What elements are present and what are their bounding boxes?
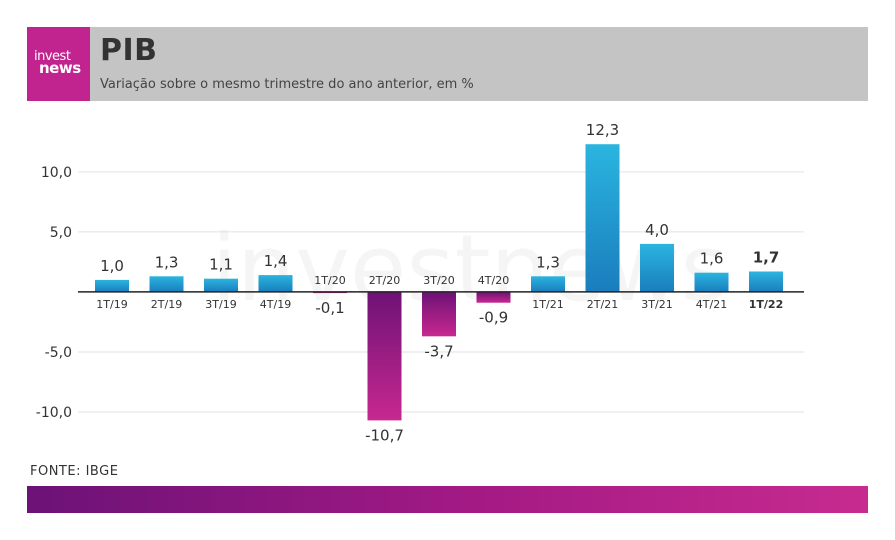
x-tick-label: 1T/21 (532, 298, 563, 311)
bar-4t-21 (694, 272, 729, 292)
bar-1t-19 (95, 279, 129, 292)
bar-4t-19 (258, 275, 293, 292)
x-tick-label: 2T/19 (151, 298, 182, 311)
bar-3t-19 (204, 278, 238, 292)
x-tick-label: 2T/21 (587, 298, 618, 311)
bar-1t-21 (531, 276, 565, 292)
x-tick-label: 4T/20 (478, 274, 509, 287)
x-tick-label: 3T/21 (641, 298, 672, 311)
data-label: -10,7 (365, 426, 404, 444)
chart-title: PIB (100, 33, 158, 68)
data-label: 1,4 (264, 252, 288, 270)
data-label: 1,7 (753, 248, 780, 266)
x-tick-label: 1T/22 (749, 298, 783, 311)
bar-2t-21 (585, 144, 620, 292)
bar-4t-20 (476, 291, 511, 303)
data-label: 1,6 (700, 250, 724, 268)
data-label: -0,1 (315, 299, 344, 317)
source-note: FONTE: IBGE (30, 464, 119, 479)
logo-text-invest: invest (34, 49, 71, 64)
data-label: -0,9 (479, 309, 508, 327)
y-tick-label: -5,0 (45, 345, 72, 361)
x-tick-label: 1T/19 (96, 298, 127, 311)
bar-3t-21 (640, 243, 674, 292)
y-tick-label: 10,0 (41, 165, 72, 181)
chart-subtitle: Variação sobre o mesmo trimestre do ano … (100, 77, 474, 92)
data-label: -3,7 (424, 342, 453, 360)
data-label: 1,1 (209, 256, 233, 274)
data-label: 4,0 (645, 221, 669, 239)
investnews-logo: invest news (27, 27, 90, 101)
data-label: 1,0 (100, 257, 124, 275)
logo-text-news: news (39, 59, 81, 77)
x-tick-label: 1T/20 (314, 274, 345, 287)
x-tick-label: 3T/20 (423, 274, 454, 287)
footer-gradient-bar (27, 486, 868, 513)
bar-2t-19 (149, 276, 184, 292)
x-tick-label: 2T/20 (369, 274, 400, 287)
x-tick-label: 4T/19 (260, 298, 291, 311)
x-tick-label: 3T/19 (205, 298, 236, 311)
bar-1t-22 (749, 271, 783, 292)
y-tick-label: -10,0 (36, 405, 72, 421)
y-tick-label: 5,0 (50, 225, 72, 241)
bar-2t-20 (367, 291, 402, 421)
header-bar: invest news PIB Variação sobre o mesmo t… (27, 27, 868, 101)
data-label: 1,3 (536, 253, 560, 271)
data-label: 12,3 (586, 121, 619, 139)
data-label: 1,3 (155, 253, 179, 271)
x-tick-label: 4T/21 (696, 298, 727, 311)
bar-3t-20 (422, 291, 456, 337)
